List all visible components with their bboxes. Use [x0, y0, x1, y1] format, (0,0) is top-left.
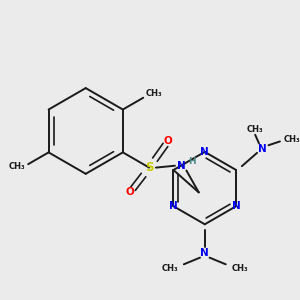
Text: CH₃: CH₃ — [231, 264, 248, 273]
Text: H: H — [188, 158, 196, 166]
Text: N: N — [232, 201, 241, 211]
Text: N: N — [169, 201, 178, 211]
Text: N: N — [200, 147, 209, 157]
Text: CH₃: CH₃ — [247, 125, 263, 134]
Text: S: S — [145, 161, 154, 174]
Text: CH₃: CH₃ — [146, 89, 163, 98]
Text: O: O — [126, 188, 135, 197]
Text: CH₃: CH₃ — [284, 135, 300, 144]
Text: N: N — [177, 161, 186, 171]
Text: O: O — [164, 136, 173, 146]
Text: N: N — [200, 248, 209, 258]
Text: CH₃: CH₃ — [9, 162, 25, 171]
Text: CH₃: CH₃ — [161, 264, 178, 273]
Text: N: N — [258, 144, 267, 154]
